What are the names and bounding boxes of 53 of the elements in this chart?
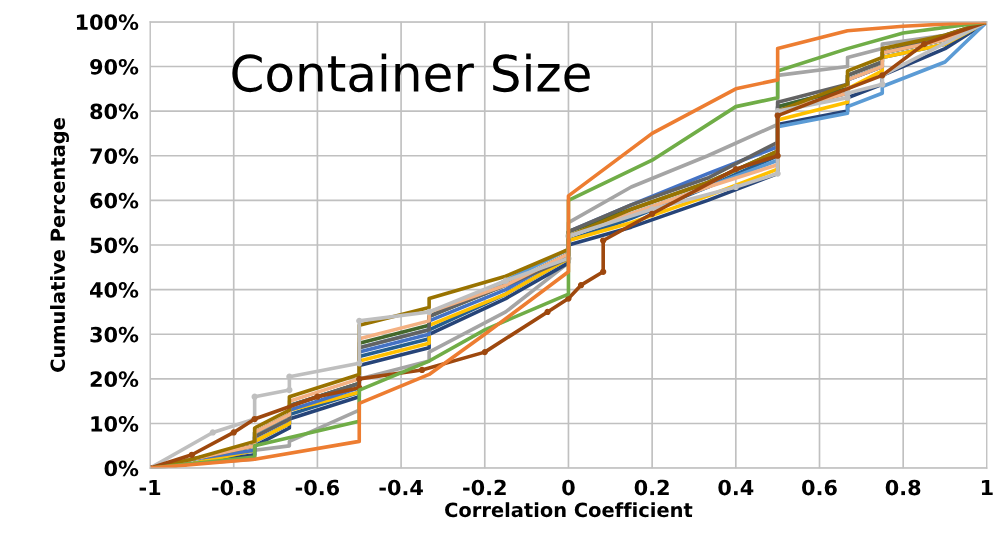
point — [481, 348, 488, 356]
x-tick-label: 0.2 — [634, 479, 669, 496]
x-tick-label: 0.8 — [885, 479, 921, 496]
x-axis-title: Correlation Coefficient — [445, 502, 693, 518]
y-tick-label: 100% — [76, 14, 139, 31]
point — [356, 360, 363, 367]
text: Container Size — [232, 53, 590, 93]
point — [774, 152, 781, 159]
x-tick-label: 0.6 — [802, 479, 837, 496]
point — [732, 165, 739, 173]
y-tick-label: 10% — [91, 415, 139, 432]
x-tick-label: -0.8 — [212, 479, 256, 496]
point — [286, 386, 293, 394]
x-tick-label: -0.6 — [295, 479, 340, 496]
point — [732, 183, 739, 191]
point — [844, 90, 851, 97]
y-tick-label: 0% — [104, 460, 139, 477]
point — [774, 112, 781, 119]
y-tick-label: 70% — [90, 148, 139, 164]
x-tick-label: 1 — [981, 479, 993, 496]
y-tick-label: 80% — [90, 103, 139, 120]
y-tick-label: 30% — [90, 326, 139, 343]
x-tick-label: 0 — [562, 479, 575, 496]
y-tick-label: 50% — [90, 237, 139, 254]
point — [425, 308, 433, 316]
y-tick-label: 40% — [90, 282, 139, 298]
point — [600, 237, 607, 244]
x-tick-label: 0.4 — [718, 479, 754, 496]
point — [314, 393, 321, 400]
point — [879, 81, 886, 88]
y-tick-label: 90% — [90, 58, 139, 75]
point — [356, 375, 363, 383]
x-tick-label: -0.4 — [379, 479, 423, 496]
point — [418, 366, 426, 374]
point — [188, 451, 196, 458]
y-axis-title: Cumulative Percentage — [50, 118, 70, 372]
point — [565, 295, 572, 302]
point — [251, 393, 258, 400]
point — [544, 308, 551, 316]
point — [209, 429, 216, 436]
point — [649, 210, 656, 217]
line-series — [150, 21, 987, 469]
point — [356, 317, 363, 325]
point — [577, 282, 585, 289]
x-tick-label: -1 — [139, 479, 161, 496]
point — [600, 268, 607, 275]
point — [774, 170, 781, 177]
y-tick-label: 20% — [90, 371, 139, 388]
point — [502, 277, 509, 284]
point — [920, 41, 928, 48]
point — [230, 429, 237, 436]
y-tick-label: 60% — [90, 192, 139, 209]
x-tick-label: -0.2 — [463, 479, 506, 496]
